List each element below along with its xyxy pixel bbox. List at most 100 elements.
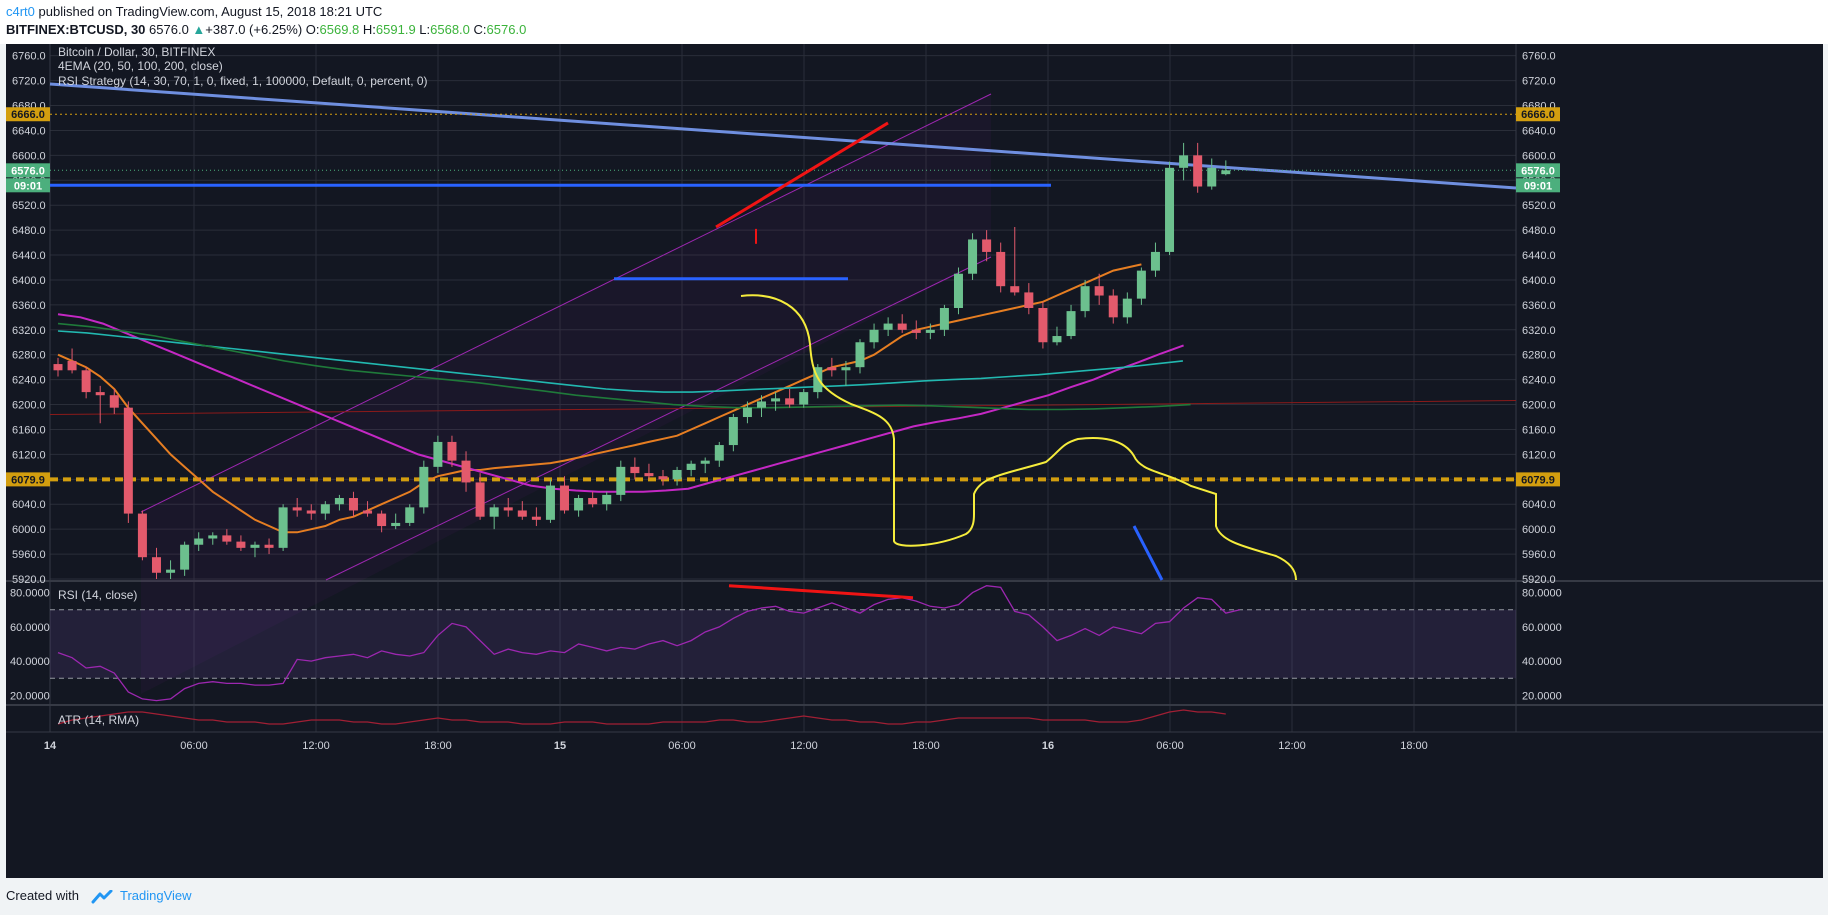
candle-body [1150,251,1160,271]
channel-lower-line [325,256,992,581]
candle-body [377,513,387,527]
ema-line-1 [57,263,1142,534]
ema-line-3 [57,330,1183,393]
ema-line-4 [57,322,1191,411]
candle-body [517,510,527,517]
y-tick-right: 6760.0 [1522,51,1556,63]
candle-body [1108,295,1118,318]
rsi-tick-left: 80.0000 [10,588,50,600]
candle-body [1221,170,1231,175]
candle-body [1094,286,1104,296]
candle-body [250,544,260,548]
y-tick-right: 6720.0 [1522,76,1556,88]
price-change: +387.0 (+6.25%) [205,22,303,37]
last-price-badge-text-left: 6576.0 [11,165,45,177]
candle-body [897,323,907,330]
y-tick-left: 6240.0 [12,375,46,387]
candle-body [700,460,710,464]
y-tick-left: 6120.0 [12,449,46,461]
atr-legend: ATR (14, RMA) [58,713,139,727]
y-tick-left: 6480.0 [12,225,46,237]
last-price-badge-left [6,163,50,178]
y-tick-right: 5960.0 [1522,549,1556,561]
candle-body [771,398,781,402]
candle-body [1165,167,1175,252]
y-tick-left: 5920.0 [12,574,46,586]
y-tick-left: 5960.0 [12,549,46,561]
lower-level-badge-right [1516,472,1560,487]
published-text: published on TradingView.com, August 15,… [38,4,383,19]
candle-body [447,441,457,461]
countdown-badge-text-right: 09:01 [1524,180,1552,192]
candle-body [1066,311,1076,337]
grid [6,44,1823,733]
y-tick-left: 6040.0 [12,499,46,511]
candle-body [405,507,415,523]
candle-body [109,395,119,408]
created-with-label: Created with [6,888,79,903]
x-tick-label: 12:00 [1278,740,1306,752]
upper-level-badge-text-left: 6666.0 [11,109,45,121]
candle-body [264,544,274,548]
y-tick-left: 6600.0 [12,150,46,162]
candle-body [1207,167,1217,187]
change-arrow-icon: ▲ [192,22,206,37]
ema-lines [57,263,1191,534]
x-tick-label: 06:00 [1156,740,1184,752]
candle-body [503,507,513,511]
candle-body [630,466,640,474]
rsi-tick-left: 40.0000 [10,656,50,668]
candle-body [208,535,218,539]
candle-body [53,364,63,371]
candle-body [123,407,133,514]
candle-body [236,541,246,548]
upper-level-badge-left [6,107,50,122]
candle-body [306,510,316,514]
tradingview-brand-link[interactable]: TradingView [120,888,192,903]
last-price: 6576.0 [149,22,189,37]
open-value: 6569.8 [319,22,360,37]
chart-container[interactable]: 6760.0 6760.0 6720.0 6720.0 6680.0 6680.0 6640… [6,44,1823,878]
candle-body [742,407,752,418]
channel-upper-line [140,93,992,513]
candle-body [363,510,373,514]
y-tick-left: 6400.0 [12,275,46,287]
candle-body [95,392,105,396]
y-tick-right: 6640.0 [1522,125,1556,137]
y-tick-left: 6160.0 [12,424,46,436]
tradingview-logo-icon [91,889,113,904]
author-link[interactable]: c4rt0 [6,4,35,19]
candle-body [939,307,949,330]
candle-body [81,370,91,393]
y-tick-right: 6360.0 [1522,300,1556,312]
candle-body [996,251,1006,287]
candle-body [855,342,865,368]
low-value: 6568.0 [430,22,470,37]
candle-body [531,516,541,520]
candle-body [644,473,654,477]
atr-pane [57,709,1226,725]
y-tick-right: 6480.0 [1522,225,1556,237]
x-tick-label: 18:00 [1400,740,1428,752]
candle-body [982,239,992,252]
candle-body [968,239,978,274]
candle-body [1179,155,1189,168]
candle-body [137,513,147,558]
countdown-badge-right [1516,178,1560,193]
divergence-line-rsi [728,584,914,600]
y-tick-right: 5920.0 [1522,574,1556,586]
y-tick-right: 6280.0 [1522,350,1556,362]
candle-body [714,445,724,461]
candle-body [658,476,668,480]
y-tick-left: 6440.0 [12,250,46,262]
upper-level-badge-right [1516,107,1560,122]
candle-body [489,507,499,517]
lower-level-badge-text-left: 6079.9 [11,474,45,486]
x-tick-label: 16 [1042,740,1054,752]
y-tick-right: 6000.0 [1522,524,1556,536]
candle-body [334,498,344,505]
rsi-tick-right: 80.0000 [1522,588,1562,600]
lower-level-badge-text-right: 6079.9 [1521,474,1555,486]
publish-header: c4rt0 published on TradingView.com, Augu… [0,0,1828,44]
